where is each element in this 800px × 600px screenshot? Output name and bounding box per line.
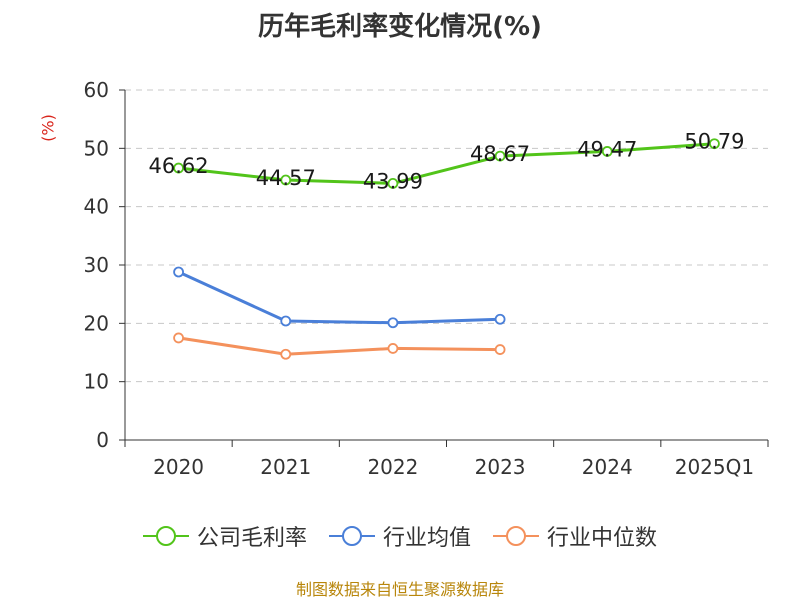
line-chart: 0 10 20 30 40 50 60 2020 2021 2022 2023 2024 2025Q1 4…	[84, 78, 769, 479]
legend-label-company: 公司毛利率	[196, 526, 307, 551]
series-line-1	[177, 270, 501, 325]
series-0-point-5	[709, 138, 720, 150]
x-tick-label-2023: 2023	[475, 455, 526, 479]
series-0-point-4	[601, 146, 613, 157]
x-tick-label-2021: 2021	[260, 455, 311, 479]
series-0-label-4: 49.47	[577, 137, 637, 161]
series-line-2	[178, 336, 501, 356]
series-0-point-3	[494, 150, 506, 162]
series-1-point-3	[494, 313, 506, 325]
series-2-point-1	[280, 348, 292, 360]
series-0-label-3: 48.67	[470, 142, 530, 166]
legend-marker-industry-median	[493, 526, 539, 546]
y-tick-label-50: 50	[84, 136, 109, 160]
x-tick-label-2020: 2020	[153, 455, 204, 479]
series-line-0	[178, 142, 715, 185]
series-2-point-0	[173, 332, 184, 344]
series-0-label-2: 43.99	[363, 169, 423, 193]
series-2-point-2	[387, 343, 399, 354]
x-tick-label-2022: 2022	[367, 455, 418, 479]
y-tick-label-0: 0	[96, 428, 109, 452]
series-2-point-3	[494, 344, 506, 355]
x-tick-label-2025Q1: 2025Q1	[675, 455, 754, 479]
legend-marker-industry-avg	[328, 526, 375, 546]
legend-label-industry-avg: 行业均值	[382, 526, 471, 551]
legend-label-industry-median: 行业中位数	[547, 526, 658, 551]
series-1-point-1	[280, 315, 292, 327]
legend-marker-company	[142, 526, 189, 546]
series-0-label-1: 44.57	[256, 166, 316, 190]
y-tick-label-10: 10	[84, 370, 109, 394]
series-1-point-0	[173, 266, 184, 278]
legend-item-industry-median[interactable]: 行业中位数	[493, 520, 657, 552]
series-0-point-1	[280, 174, 292, 186]
y-tick-label-30: 30	[84, 253, 109, 277]
series-1-point-2	[387, 317, 399, 329]
x-tick-label-2024: 2024	[582, 455, 633, 479]
legend-item-company[interactable]: 公司毛利率	[142, 520, 307, 552]
series-0-label-5: 50.79	[684, 130, 744, 154]
legend-item-industry-avg[interactable]: 行业均值	[328, 520, 471, 552]
y-tick-label-20: 20	[84, 311, 109, 335]
legend: 公司毛利率 行业均值 行业中位数	[0, 520, 800, 552]
y-tick-label-40: 40	[84, 195, 109, 219]
y-tick-label-60: 60	[84, 78, 109, 102]
chart-title: 历年毛利率变化情况(%)	[258, 12, 542, 42]
series-0-label-0: 46.62	[149, 154, 209, 178]
data-source: 制图数据来自恒生聚源数据库	[295, 580, 504, 599]
series-0-point-2	[387, 177, 399, 189]
series-0-point-0	[173, 162, 184, 174]
